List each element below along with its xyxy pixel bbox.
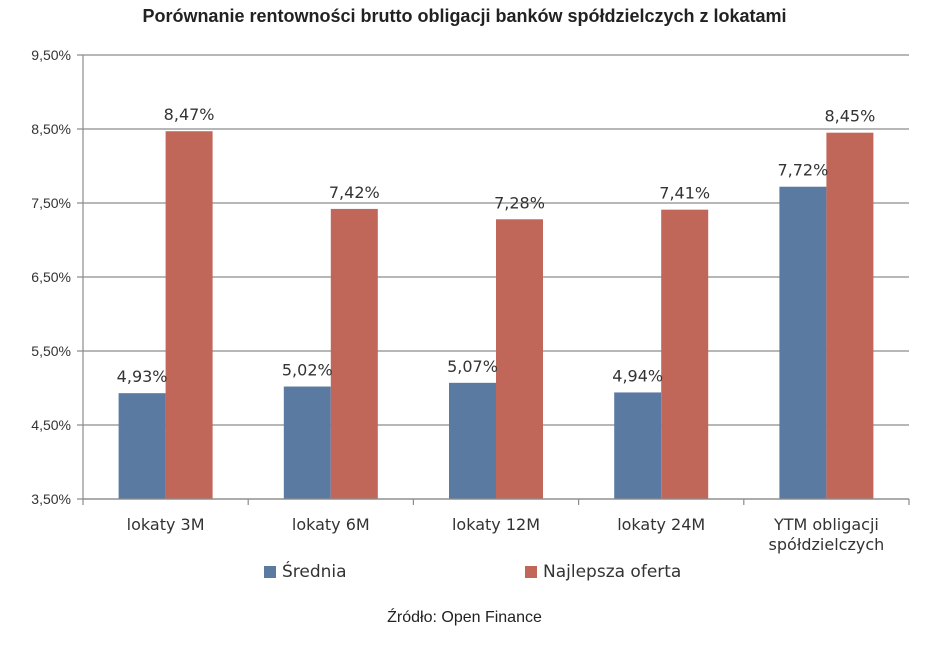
data-label: 4,94% xyxy=(612,366,663,385)
legend: Średnia Najlepsza oferta xyxy=(0,562,929,586)
y-tick-label: 9,50% xyxy=(31,47,71,63)
y-tick-label: 6,50% xyxy=(31,269,71,285)
data-label: 5,07% xyxy=(447,357,498,376)
data-label: 7,42% xyxy=(329,183,380,202)
bar-srednia xyxy=(118,393,166,499)
y-tick-label: 3,50% xyxy=(31,491,71,507)
data-label: 5,02% xyxy=(282,361,333,380)
labels-layer: 4,93% 8,47% 5,02% 7,42% 5,07% 7,28% 4,94% 7,41%… xyxy=(117,105,876,386)
legend-item-najlepsza-oferta: Najlepsza oferta xyxy=(525,562,681,582)
bar-najlepsza-oferta xyxy=(165,131,213,499)
x-category-label: lokaty 12M xyxy=(452,515,540,534)
data-label: 7,28% xyxy=(494,193,545,212)
x-category-label: spółdzielczych xyxy=(769,535,885,554)
y-tick-label: 5,50% xyxy=(31,343,71,359)
axis-layer: 3,50% 4,50% 5,50% 6,50% 7,50% 8,50% 9,50% lokat… xyxy=(31,47,910,554)
bar-najlepsza-oferta xyxy=(661,209,709,499)
bar-srednia xyxy=(449,382,496,499)
legend-swatch-srednia xyxy=(264,566,276,578)
bar-najlepsza-oferta xyxy=(496,219,543,499)
data-label: 4,93% xyxy=(117,367,168,386)
data-label: 7,41% xyxy=(659,184,710,203)
bar-srednia xyxy=(779,186,827,499)
bars-layer xyxy=(118,131,874,500)
legend-item-srednia: Średnia xyxy=(264,562,347,582)
y-tick-label: 8,50% xyxy=(31,121,71,137)
x-category-label: lokaty 6M xyxy=(292,515,370,534)
data-label: 8,47% xyxy=(164,105,215,124)
bar-najlepsza-oferta xyxy=(826,132,874,499)
bar-srednia xyxy=(283,386,331,499)
legend-label-srednia: Średnia xyxy=(282,562,347,582)
source-note: Źródło: Open Finance xyxy=(387,609,542,626)
legend-label-najlepsza-oferta: Najlepsza oferta xyxy=(543,562,682,582)
legend-swatch-najlepsza-oferta xyxy=(525,566,537,578)
y-tick-label: 4,50% xyxy=(31,417,71,433)
x-category-label: YTM obligacji xyxy=(773,515,879,534)
x-category-label: lokaty 24M xyxy=(617,515,705,534)
y-tick-label: 7,50% xyxy=(31,195,71,211)
chart-title: Porównanie rentowności brutto obligacji … xyxy=(142,6,787,26)
data-label: 8,45% xyxy=(824,107,875,126)
bar-najlepsza-oferta xyxy=(330,208,378,500)
x-category-label: lokaty 3M xyxy=(127,515,205,534)
bar-srednia xyxy=(614,392,662,499)
data-label: 7,72% xyxy=(777,161,828,180)
